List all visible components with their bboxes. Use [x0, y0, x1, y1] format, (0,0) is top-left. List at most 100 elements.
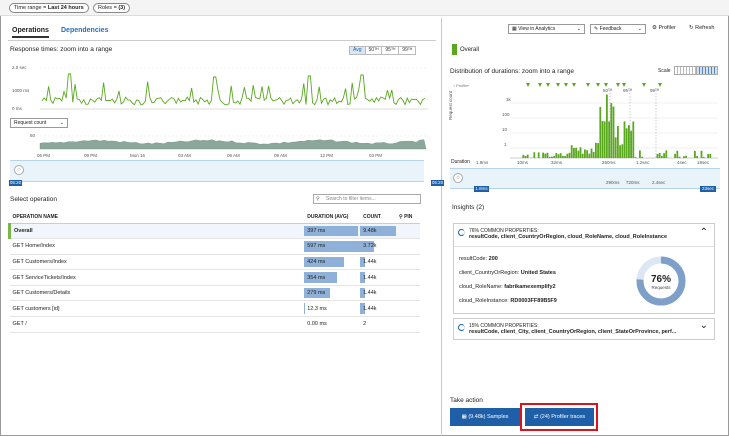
duration-range-end-handle[interactable]: 23sec [700, 186, 716, 192]
operation-search-input[interactable]: ⚲ Search to filter items... [313, 194, 421, 204]
duration-cell-text: 354 ms [307, 274, 326, 281]
table-row[interactable]: GET Home/Index 597 ms 3.72k [9, 238, 420, 255]
tab-dependencies[interactable]: Dependencies [61, 27, 109, 34]
histogram-bar [564, 156, 566, 158]
histogram-bar [634, 157, 637, 158]
tab-operations[interactable]: Operations [12, 27, 49, 38]
table-row[interactable]: Overall 397 ms 9.48k [8, 223, 420, 240]
header-operation-name[interactable]: OPERATION NAME [9, 211, 305, 224]
time-range-filter[interactable]: Time range = Last 24 hours [9, 3, 89, 13]
dist-x-tick-label: 4sec [677, 160, 687, 165]
scale-linear-option[interactable] [675, 67, 697, 74]
count-cell: 1.44k [360, 285, 397, 302]
count-cell-bar [360, 256, 366, 268]
time-range-slider[interactable] [10, 160, 424, 182]
roles-filter[interactable]: Roles = (3) [93, 3, 131, 13]
count-cell-text: 1.44k [363, 305, 377, 312]
profiler-marker[interactable] [642, 83, 646, 87]
samples-button[interactable]: ▦ (9.48k) Samples [450, 408, 520, 426]
insight-card-2[interactable]: 15% COMMON PROPERTIES: resultCode, clien… [453, 318, 715, 340]
pin-cell[interactable] [396, 238, 420, 255]
duration-range-start-handle[interactable]: 1.8ms [474, 186, 489, 192]
take-action-title: Take action [450, 397, 483, 404]
duration-cell-text: 424 ms [307, 258, 326, 265]
histogram-bar [617, 125, 619, 158]
profiler-button[interactable]: ⚙ Profiler [652, 25, 676, 31]
profiler-marker[interactable] [586, 83, 590, 87]
profiler-marker[interactable] [546, 83, 550, 87]
histogram-bar [628, 125, 630, 158]
response-times-title: Response times: zoom into a range [10, 46, 113, 53]
histogram-bar [557, 154, 560, 158]
scale-toggle[interactable] [674, 66, 718, 75]
table-row[interactable]: GET ServiceTickets/Index 354 ms 1.44k [9, 269, 420, 286]
profiler-marker[interactable] [604, 83, 608, 87]
percentile-50-button[interactable]: 50ᵀᴴ [366, 47, 383, 54]
range-start-handle[interactable]: 05:20 [9, 180, 22, 186]
table-row[interactable]: GET Customers/Details 279 ms 1.44k [9, 285, 420, 302]
duration-cell: 0.00 ms [304, 316, 361, 333]
insight-property-value: fabrikamexemplify2 [504, 284, 556, 290]
header-duration[interactable]: DURATION (AVG) [304, 211, 361, 224]
time-range-value: Last 24 hours [47, 5, 84, 11]
percentile-95-button[interactable]: 95ᵀᴴ [382, 47, 400, 54]
histogram-bar [570, 145, 573, 158]
histogram-bar [590, 148, 593, 158]
view-in-analytics-button[interactable]: ▦ View in Analytics ⌄ [508, 24, 585, 34]
dist-y-tick-label: 1k [506, 97, 511, 102]
response-times-series-line [41, 73, 426, 106]
roles-value: (3) [118, 5, 126, 11]
header-pin[interactable]: ⚲ PIN [396, 211, 420, 224]
profiler-marker-icon: ↕ [453, 83, 455, 88]
reset-zoom-icon[interactable]: ○ [453, 173, 463, 183]
profiler-marker[interactable] [526, 83, 530, 87]
pin-cell[interactable] [396, 254, 420, 271]
distribution-title: Distribution of durations: zoom into a r… [450, 68, 574, 75]
histogram-bar [592, 151, 595, 158]
count-cell: 3.72k [360, 238, 397, 255]
insight-1-separator [454, 246, 714, 247]
profiler-traces-button[interactable]: ⇄ (24) Profiler traces [525, 408, 594, 426]
table-row[interactable]: GET / 0.00 ms 2 [9, 316, 420, 333]
profiler-marker[interactable] [538, 83, 542, 87]
request-count-chart[interactable] [10, 131, 430, 151]
duration-distribution-chart[interactable] [448, 80, 720, 162]
insight-card-1[interactable]: 76% COMMON PROPERTIES: resultCode, clien… [453, 223, 715, 314]
reset-zoom-icon[interactable]: ○ [14, 165, 24, 175]
pin-cell[interactable] [396, 223, 420, 240]
histogram-bar [610, 103, 613, 158]
profiler-marker[interactable] [556, 83, 560, 87]
percentile-avg-button[interactable]: Avg [350, 47, 366, 54]
chevron-up-icon[interactable]: ⌃ [699, 227, 708, 238]
table-row[interactable]: GET Customers/Index 424 ms 1.44k [9, 254, 420, 271]
pin-cell[interactable] [396, 300, 420, 318]
refresh-button[interactable]: ↻ Refresh [689, 25, 714, 31]
profiler-marker[interactable] [658, 83, 662, 87]
histogram-bar [524, 156, 527, 158]
header-count[interactable]: COUNT [360, 211, 397, 224]
pin-cell[interactable] [396, 285, 420, 302]
range-end-handle[interactable]: 05:20 [431, 180, 444, 186]
rt-x-tick-label: 09 PM [84, 153, 98, 158]
profiler-marker[interactable] [616, 83, 620, 87]
response-times-chart[interactable] [10, 62, 430, 112]
scale-log-option[interactable] [696, 67, 717, 74]
count-cell-bar [360, 272, 366, 283]
percentile-99-button[interactable]: 99ᵀᴴ [402, 47, 413, 53]
histogram-bar [603, 121, 606, 158]
metric-select[interactable]: Request count ⌄ [10, 118, 68, 128]
profiler-marker[interactable] [572, 83, 576, 87]
pin-cell[interactable] [396, 316, 420, 333]
pin-cell[interactable] [396, 269, 420, 286]
duration-range-slider[interactable] [450, 168, 720, 189]
feedback-button[interactable]: ✎ Feedback ⌄ [590, 24, 646, 34]
table-row[interactable]: GET customers [id] 12.3 ms 1.44k [9, 300, 420, 318]
duration-cell-bar [304, 287, 331, 299]
profiler-marker[interactable] [564, 83, 568, 87]
duration-cell: 597 ms [304, 238, 361, 255]
profiler-marker[interactable] [596, 83, 600, 87]
profiler-marker[interactable] [622, 83, 626, 87]
duration-cell-text: 397 ms [307, 227, 326, 234]
insight-property-value: 200 [488, 256, 498, 262]
chevron-down-icon[interactable]: ⌄ [699, 320, 708, 331]
